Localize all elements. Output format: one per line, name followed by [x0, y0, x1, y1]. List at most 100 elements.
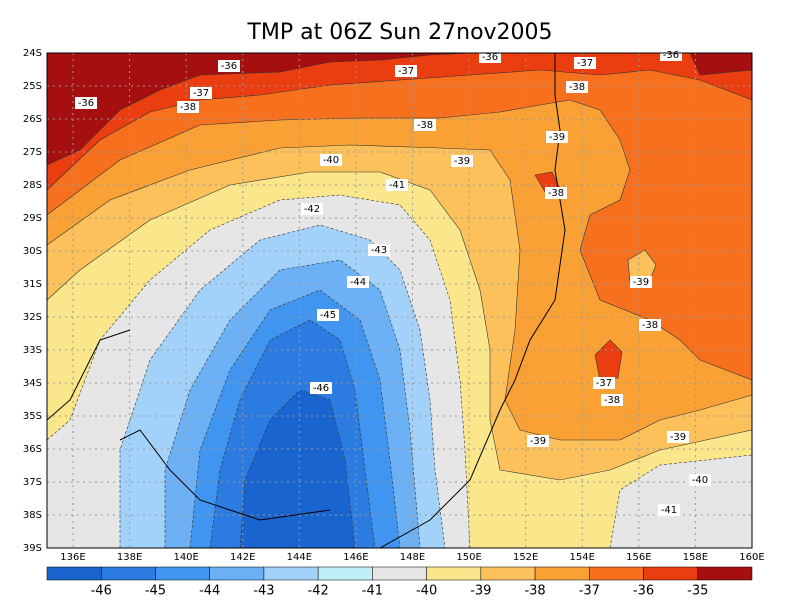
colorbar-swatch — [534, 566, 590, 581]
contour-label-box — [414, 119, 436, 131]
lat-label: 24S — [23, 48, 42, 59]
contour-label-box — [218, 60, 240, 72]
contour-label-box — [190, 87, 212, 99]
contour-label: -36 — [663, 50, 679, 61]
colorbar-swatch — [480, 566, 536, 581]
colorbar-label: -41 — [362, 584, 383, 599]
contour-label: -39 — [633, 277, 649, 288]
lon-label: 150E — [456, 552, 481, 563]
colorbar-swatch — [263, 566, 319, 581]
contour-label-box — [545, 187, 567, 199]
lon-label: 138E — [117, 552, 142, 563]
colorbar-swatch — [372, 566, 427, 581]
contour-label: -39 — [549, 132, 565, 143]
grid — [47, 52, 753, 549]
contour-label: -38 — [417, 120, 433, 131]
coastline — [46, 329, 331, 521]
contour-label: -37 — [577, 58, 593, 69]
lat-label: 33S — [23, 345, 42, 356]
colorbar-swatch — [100, 566, 156, 581]
contour-label-box — [546, 131, 568, 143]
contour-label: -39 — [670, 432, 686, 443]
lat-label: 37S — [23, 477, 42, 488]
colorbar-label: -44 — [199, 584, 220, 599]
contour-label: -36 — [78, 98, 94, 109]
contour-label-box — [310, 382, 332, 394]
contour-label-box — [527, 435, 549, 447]
lon-label: 144E — [287, 552, 312, 563]
map-title: TMP at 06Z Sun 27nov2005 — [246, 20, 552, 45]
colorbar-label: -37 — [579, 584, 600, 599]
lon-label: 156E — [626, 552, 651, 563]
contour-region — [239, 389, 356, 549]
colorbar-label: -43 — [253, 584, 274, 599]
contour-label: -39 — [530, 436, 546, 447]
colorbar-swatch — [317, 566, 373, 581]
contour-label-box — [658, 504, 680, 516]
colorbar: -46 -45 -44 -43 -42 -41 -40 -39 -38 -37 -36 -35 — [46, 566, 753, 599]
lon-label: 160E — [739, 552, 764, 563]
contour-labels: -36 -36 -36 -37 -37 -37 -38 -38 -36 -38 -39 -40 -39 -… — [75, 49, 711, 516]
contour-label-box — [566, 81, 588, 93]
lat-label: 28S — [23, 180, 42, 191]
lat-label: 34S — [23, 378, 42, 389]
lat-label: 36S — [23, 444, 42, 455]
lat-label: 35S — [23, 411, 42, 422]
lat-label: 27S — [23, 147, 42, 158]
contour-label: -39 — [454, 156, 470, 167]
colorbar-swatch — [209, 566, 265, 581]
colorbar-label: -36 — [633, 584, 654, 599]
colorbar-label: -35 — [687, 584, 708, 599]
contour-label-box — [601, 394, 623, 406]
contour-label-box — [574, 57, 596, 69]
coastline — [379, 53, 566, 549]
contour-label: -40 — [692, 475, 708, 486]
lat-label: 25S — [23, 81, 42, 92]
contour-label: -36 — [482, 52, 498, 63]
colorbar-swatch — [643, 566, 699, 581]
contour-label: -38 — [604, 395, 620, 406]
lon-label: 140E — [173, 552, 198, 563]
colorbar-swatch — [46, 566, 102, 581]
contour-label-box — [386, 179, 408, 191]
colorbar-swatch — [426, 566, 482, 581]
contour-label-box — [639, 319, 661, 331]
contour-label: -37 — [398, 66, 414, 77]
lat-label: 38S — [23, 510, 42, 521]
contour-label-box — [660, 49, 682, 61]
lat-label: 26S — [23, 114, 42, 125]
contour-label-box — [395, 65, 417, 77]
colorbar-label: -46 — [91, 584, 112, 599]
contour-label-box — [689, 474, 711, 486]
lon-label: 142E — [230, 552, 255, 563]
contour-label: -41 — [389, 180, 405, 191]
colorbar-swatch — [155, 566, 210, 581]
contour-label: -38 — [569, 82, 585, 93]
contour-label: -37 — [193, 88, 209, 99]
lon-label: 136E — [60, 552, 85, 563]
axes: 136E 138E 140E 142E 144E 146E 148E 150E 152E 154E… — [23, 48, 765, 563]
contour-fields — [46, 52, 753, 549]
contour-label: -37 — [596, 378, 612, 389]
contour-label-box — [630, 276, 652, 288]
lat-label: 30S — [23, 246, 42, 257]
lon-label: 158E — [683, 552, 708, 563]
contour-label-box — [317, 309, 339, 321]
contour-label-box — [479, 51, 501, 63]
contour-label-box — [451, 155, 473, 167]
contour-label: -38 — [180, 102, 196, 113]
contour-label: -41 — [661, 505, 677, 516]
colorbar-label: -45 — [145, 584, 166, 599]
colorbar-label: -40 — [416, 584, 437, 599]
colorbar-label: -39 — [470, 584, 491, 599]
contour-label-box — [320, 154, 342, 166]
lon-label: 146E — [343, 552, 368, 563]
contour-label-box — [667, 431, 689, 443]
contour-label-box — [368, 244, 390, 256]
colorbar-swatch — [697, 566, 753, 581]
contour-label: -46 — [313, 383, 329, 394]
lat-label: 29S — [23, 213, 42, 224]
colorbar-label: -38 — [524, 584, 545, 599]
contour-label: -40 — [323, 155, 339, 166]
